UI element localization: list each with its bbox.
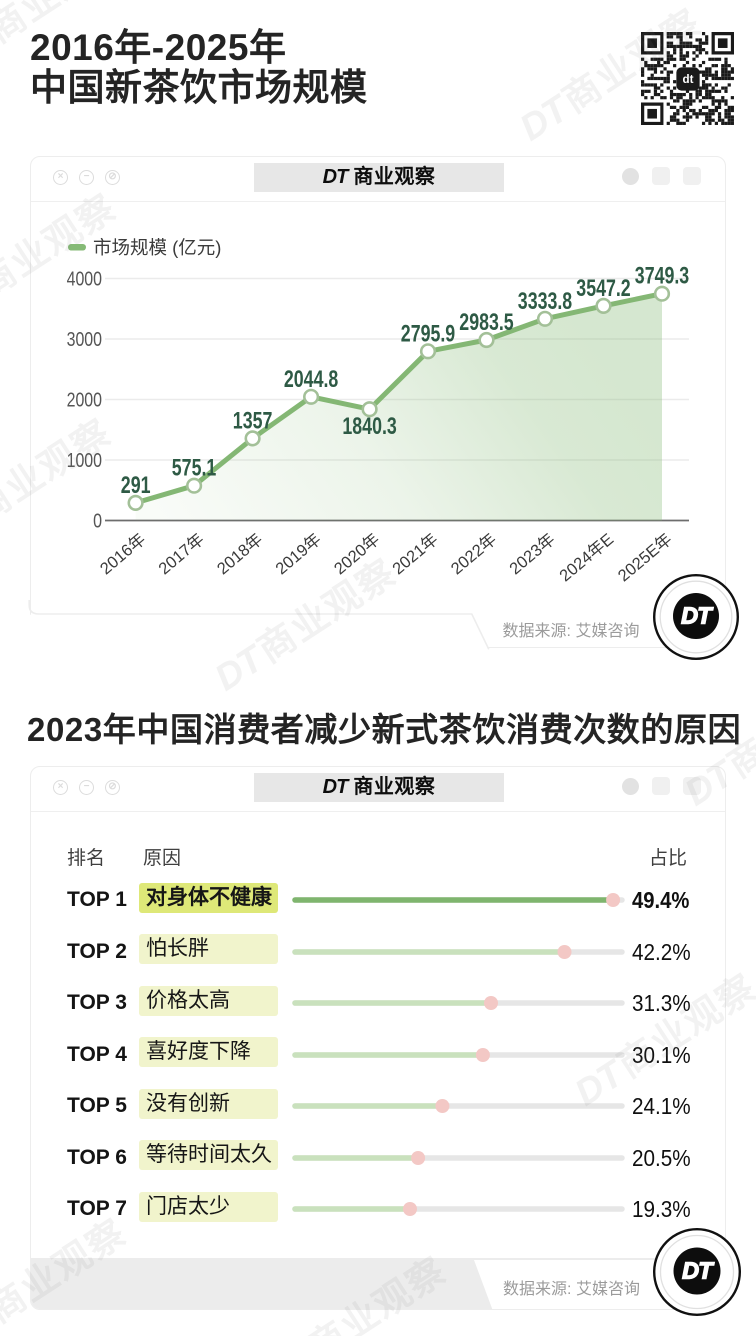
svg-text:2795.9: 2795.9 <box>401 320 455 347</box>
svg-text:1000: 1000 <box>67 450 102 472</box>
svg-text:1357: 1357 <box>233 407 273 434</box>
svg-text:2000: 2000 <box>67 390 102 412</box>
svg-text:数据来源: 艾媒咨询: 数据来源: 艾媒咨询 <box>503 622 640 640</box>
svg-text:3333.8: 3333.8 <box>518 288 572 315</box>
svg-text:1840.3: 1840.3 <box>342 413 396 440</box>
svg-text:4000: 4000 <box>67 269 102 291</box>
svg-text:0: 0 <box>93 511 102 533</box>
svg-text:DT: DT <box>682 1258 714 1284</box>
svg-text:291: 291 <box>121 472 151 499</box>
svg-text:3000: 3000 <box>67 329 102 351</box>
svg-text:DT: DT <box>681 603 713 629</box>
svg-text:2044.8: 2044.8 <box>284 366 338 393</box>
svg-text:dt: dt <box>683 73 694 86</box>
svg-text:2983.5: 2983.5 <box>459 309 513 336</box>
svg-text:575.1: 575.1 <box>172 455 217 482</box>
svg-text:市场规模 (亿元): 市场规模 (亿元) <box>93 237 221 258</box>
svg-text:3749.3: 3749.3 <box>635 263 689 290</box>
svg-text:3547.2: 3547.2 <box>576 275 630 302</box>
svg-text:数据来源: 艾媒咨询: 数据来源: 艾媒咨询 <box>503 1280 640 1298</box>
